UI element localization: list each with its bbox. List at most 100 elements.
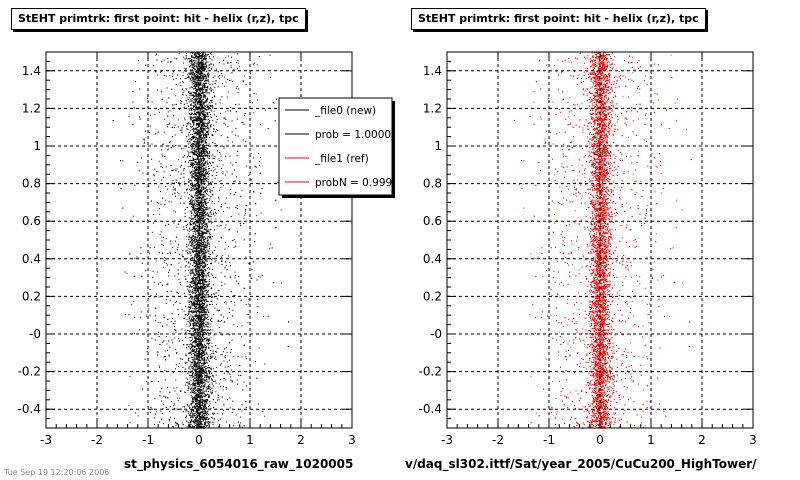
scatter-point bbox=[191, 344, 193, 346]
scatter-point bbox=[182, 89, 184, 91]
scatter-point bbox=[182, 371, 184, 373]
scatter-point bbox=[230, 64, 232, 66]
scatter-point bbox=[195, 219, 197, 221]
scatter-point bbox=[193, 262, 195, 264]
scatter-point bbox=[188, 289, 190, 291]
scatter-point bbox=[202, 141, 204, 142]
scatter-point bbox=[201, 166, 203, 168]
scatter-point bbox=[189, 332, 191, 334]
scatter-point bbox=[194, 421, 196, 423]
scatter-point bbox=[194, 173, 196, 175]
scatter-point bbox=[238, 213, 240, 215]
scatter-point bbox=[158, 380, 159, 382]
scatter-point bbox=[197, 421, 199, 423]
scatter-point bbox=[212, 214, 214, 216]
scatter-point bbox=[199, 188, 201, 190]
scatter-point bbox=[192, 349, 194, 351]
scatter-point bbox=[146, 315, 147, 317]
scatter-point bbox=[189, 412, 191, 414]
scatter-point bbox=[206, 246, 208, 248]
scatter-point bbox=[193, 152, 194, 154]
scatter-point bbox=[201, 399, 203, 401]
scatter-point bbox=[194, 169, 196, 171]
scatter-point bbox=[191, 391, 193, 393]
scatter-point bbox=[205, 314, 207, 316]
scatter-point bbox=[192, 209, 194, 211]
scatter-point bbox=[159, 233, 161, 235]
scatter-point bbox=[201, 154, 203, 156]
scatter-point bbox=[196, 112, 198, 114]
scatter-point bbox=[202, 165, 204, 167]
scatter-point bbox=[161, 71, 163, 73]
scatter-point bbox=[185, 146, 187, 148]
scatter-point bbox=[176, 226, 178, 228]
scatter-point bbox=[206, 91, 208, 93]
scatter-point bbox=[199, 300, 201, 302]
scatter-point bbox=[196, 329, 198, 331]
scatter-point bbox=[185, 331, 187, 333]
scatter-point bbox=[212, 304, 214, 306]
scatter-point bbox=[195, 212, 197, 214]
scatter-point bbox=[238, 103, 240, 105]
scatter-point bbox=[205, 237, 207, 239]
scatter-point bbox=[220, 363, 222, 365]
scatter-point bbox=[193, 131, 195, 133]
scatter-point bbox=[204, 95, 206, 97]
scatter-point bbox=[186, 97, 188, 99]
scatter-point bbox=[226, 197, 228, 199]
scatter-point bbox=[167, 283, 169, 285]
scatter-point bbox=[203, 236, 205, 238]
scatter-point bbox=[191, 109, 192, 111]
scatter-point bbox=[192, 382, 194, 384]
scatter-point bbox=[208, 406, 209, 408]
scatter-point bbox=[190, 379, 192, 381]
scatter-point bbox=[194, 393, 196, 394]
scatter-point bbox=[201, 184, 203, 186]
scatter-point bbox=[168, 271, 169, 273]
scatter-point bbox=[164, 257, 165, 258]
scatter-point bbox=[220, 354, 222, 356]
scatter-point bbox=[228, 207, 230, 209]
scatter-point bbox=[172, 247, 174, 249]
scatter-point bbox=[197, 328, 199, 330]
scatter-point bbox=[215, 356, 217, 358]
scatter-point bbox=[202, 147, 204, 148]
scatter-point bbox=[199, 281, 201, 283]
scatter-point bbox=[194, 269, 196, 271]
scatter-point bbox=[197, 229, 199, 231]
scatter-point bbox=[223, 316, 224, 318]
scatter-point bbox=[237, 421, 239, 423]
scatter-point bbox=[192, 385, 193, 387]
scatter-point bbox=[199, 180, 201, 182]
scatter-point bbox=[222, 389, 224, 391]
scatter-point bbox=[243, 217, 245, 219]
scatter-point bbox=[201, 109, 203, 111]
scatter-point bbox=[206, 119, 208, 121]
scatter-point bbox=[188, 336, 190, 338]
scatter-point bbox=[210, 238, 212, 240]
scatter-point bbox=[209, 137, 210, 138]
scatter-point bbox=[188, 346, 190, 348]
scatter-point bbox=[189, 351, 191, 353]
scatter-point bbox=[216, 399, 218, 401]
scatter-point bbox=[188, 414, 190, 416]
scatter-point bbox=[199, 234, 201, 236]
scatter-point bbox=[194, 274, 196, 276]
scatter-point bbox=[182, 250, 184, 252]
scatter-point bbox=[229, 407, 231, 409]
scatter-point bbox=[201, 142, 203, 144]
scatter-point bbox=[204, 354, 206, 356]
scatter-point bbox=[186, 224, 188, 225]
scatter-point bbox=[201, 88, 203, 90]
scatter-point bbox=[213, 293, 215, 295]
scatter-point bbox=[202, 202, 204, 203]
scatter-point bbox=[234, 277, 236, 279]
scatter-point bbox=[194, 304, 196, 306]
scatter-point bbox=[191, 75, 193, 77]
scatter-point bbox=[204, 346, 206, 348]
scatter-point bbox=[197, 182, 199, 184]
scatter-point bbox=[194, 299, 196, 301]
scatter-point bbox=[207, 184, 209, 186]
scatter-point bbox=[175, 408, 177, 410]
scatter-point bbox=[254, 361, 256, 363]
